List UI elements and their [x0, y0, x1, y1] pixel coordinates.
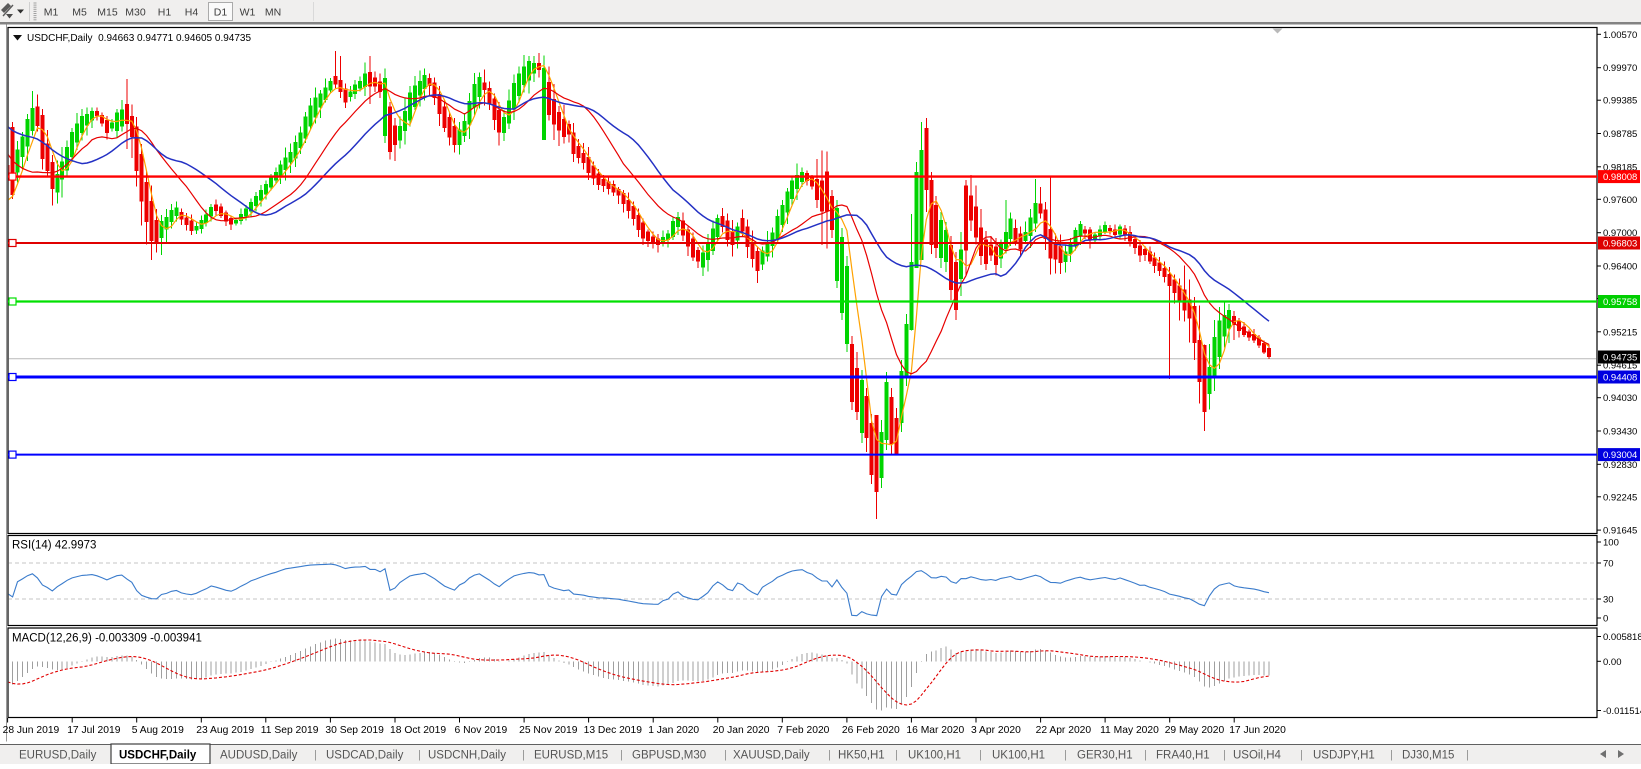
svg-text:|: | — [1390, 749, 1393, 761]
svg-text:0.96803: 0.96803 — [1603, 239, 1637, 250]
svg-text:17 Jun 2020: 17 Jun 2020 — [1229, 725, 1286, 736]
svg-text:HK50,H1: HK50,H1 — [838, 750, 885, 762]
svg-text:0.94408: 0.94408 — [1603, 373, 1637, 384]
svg-text:20 Jan 2020: 20 Jan 2020 — [713, 725, 770, 736]
svg-text:30: 30 — [1603, 595, 1614, 606]
svg-text:W1: W1 — [240, 7, 256, 19]
svg-text:RSI(14) 42.9973: RSI(14) 42.9973 — [12, 540, 96, 552]
svg-text:0.99385: 0.99385 — [1603, 96, 1637, 107]
svg-text:MACD(12,26,9) -0.003309 -0.003: MACD(12,26,9) -0.003309 -0.003941 — [12, 633, 202, 645]
svg-text:13 Dec 2019: 13 Dec 2019 — [584, 725, 643, 736]
svg-text:0: 0 — [1603, 614, 1608, 625]
svg-text:0.92245: 0.92245 — [1603, 492, 1637, 503]
svg-text:70: 70 — [1603, 559, 1614, 570]
svg-text:|: | — [1466, 749, 1469, 761]
svg-text:0.97600: 0.97600 — [1603, 195, 1637, 206]
svg-text:M30: M30 — [125, 7, 146, 19]
svg-text:M5: M5 — [72, 7, 87, 19]
svg-text:28 Jun 2019: 28 Jun 2019 — [3, 725, 60, 736]
svg-text:6 Nov 2019: 6 Nov 2019 — [455, 725, 508, 736]
svg-text:18 Oct 2019: 18 Oct 2019 — [390, 725, 446, 736]
svg-text:0.005818: 0.005818 — [1603, 632, 1641, 643]
svg-text:0.94615: 0.94615 — [1603, 361, 1637, 372]
svg-text:|: | — [1064, 749, 1067, 761]
svg-text:17 Jul 2019: 17 Jul 2019 — [67, 725, 121, 736]
svg-text:25 Nov 2019: 25 Nov 2019 — [519, 725, 578, 736]
svg-text:UK100,H1: UK100,H1 — [908, 750, 961, 762]
svg-text:USDCHF,Daily 0.94663 0.94771: USDCHF,Daily 0.94663 0.94771 0.94605 0.9… — [27, 33, 251, 44]
svg-text:FRA40,H1: FRA40,H1 — [1156, 750, 1210, 762]
svg-text:0.94030: 0.94030 — [1603, 393, 1637, 404]
svg-text:1 Jan 2020: 1 Jan 2020 — [648, 725, 699, 736]
svg-text:5 Aug 2019: 5 Aug 2019 — [132, 725, 184, 736]
svg-text:|: | — [828, 749, 831, 761]
svg-text:0.00: 0.00 — [1603, 657, 1622, 668]
svg-text:USDCHF,Daily: USDCHF,Daily — [119, 750, 197, 762]
svg-text:22 Apr 2020: 22 Apr 2020 — [1036, 725, 1092, 736]
svg-text:0.93430: 0.93430 — [1603, 427, 1637, 438]
svg-text:GER30,H1: GER30,H1 — [1077, 750, 1133, 762]
svg-text:0.92830: 0.92830 — [1603, 460, 1637, 471]
svg-text:0.98785: 0.98785 — [1603, 129, 1637, 140]
svg-text:|: | — [1223, 749, 1226, 761]
svg-text:D1: D1 — [214, 7, 228, 19]
svg-text:|: | — [979, 749, 982, 761]
svg-text:11 Sep 2019: 11 Sep 2019 — [261, 725, 319, 736]
svg-text:29 May 2020: 29 May 2020 — [1165, 725, 1225, 736]
svg-text:GBPUSD,M30: GBPUSD,M30 — [632, 750, 706, 762]
svg-text:0.96400: 0.96400 — [1603, 262, 1637, 273]
svg-text:16 Mar 2020: 16 Mar 2020 — [906, 725, 964, 736]
svg-text:UK100,H1: UK100,H1 — [992, 750, 1045, 762]
svg-text:|: | — [620, 749, 623, 761]
svg-text:AUDUSD,Daily: AUDUSD,Daily — [220, 750, 298, 762]
svg-text:0.93004: 0.93004 — [1603, 450, 1637, 461]
svg-text:3 Apr 2020: 3 Apr 2020 — [971, 725, 1021, 736]
svg-text:USDCNH,Daily: USDCNH,Daily — [428, 750, 506, 762]
svg-text:H4: H4 — [185, 7, 199, 19]
svg-text:|: | — [724, 749, 727, 761]
svg-text:|: | — [1144, 749, 1147, 761]
svg-text:-0.011514: -0.011514 — [1603, 706, 1641, 717]
svg-text:M15: M15 — [97, 7, 118, 19]
svg-text:H1: H1 — [158, 7, 172, 19]
svg-text:USOil,H4: USOil,H4 — [1233, 750, 1282, 762]
svg-text:M1: M1 — [44, 7, 59, 19]
svg-text:0.97000: 0.97000 — [1603, 228, 1637, 239]
svg-text:0.95758: 0.95758 — [1603, 297, 1637, 308]
svg-text:0.95215: 0.95215 — [1603, 327, 1637, 338]
svg-text:0.94735: 0.94735 — [1603, 353, 1637, 364]
svg-text:DJ30,M15: DJ30,M15 — [1402, 750, 1454, 762]
svg-text:|: | — [418, 749, 421, 761]
svg-text:0.99970: 0.99970 — [1603, 63, 1637, 74]
svg-text:|: | — [1300, 749, 1303, 761]
svg-text:0.98185: 0.98185 — [1603, 162, 1637, 173]
svg-text:26 Feb 2020: 26 Feb 2020 — [842, 725, 900, 736]
svg-text:23 Aug 2019: 23 Aug 2019 — [196, 725, 254, 736]
svg-text:0.98008: 0.98008 — [1603, 172, 1637, 183]
svg-text:11 May 2020: 11 May 2020 — [1100, 725, 1159, 736]
svg-text:EURUSD,M15: EURUSD,M15 — [534, 750, 608, 762]
svg-text:100: 100 — [1603, 538, 1619, 549]
svg-text:USDJPY,H1: USDJPY,H1 — [1313, 750, 1375, 762]
svg-text:1.00570: 1.00570 — [1603, 30, 1637, 41]
svg-text:30 Sep 2019: 30 Sep 2019 — [325, 725, 384, 736]
svg-text:|: | — [895, 749, 898, 761]
svg-text:|: | — [314, 749, 317, 761]
svg-text:XAUUSD,Daily: XAUUSD,Daily — [733, 750, 810, 762]
svg-text:0.91645: 0.91645 — [1603, 526, 1637, 537]
svg-text:MN: MN — [265, 7, 281, 19]
svg-text:|: | — [522, 749, 525, 761]
svg-text:7 Feb 2020: 7 Feb 2020 — [777, 725, 829, 736]
svg-text:EURUSD,Daily: EURUSD,Daily — [19, 750, 97, 762]
svg-text:USDCAD,Daily: USDCAD,Daily — [326, 750, 404, 762]
